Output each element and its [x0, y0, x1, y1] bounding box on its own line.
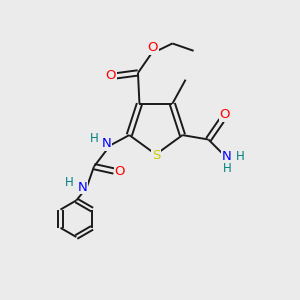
Text: H: H — [90, 132, 98, 146]
Text: H: H — [236, 150, 244, 163]
Text: H: H — [65, 176, 74, 189]
Text: N: N — [222, 150, 232, 163]
Text: O: O — [105, 69, 116, 82]
Text: H: H — [223, 162, 231, 175]
Text: N: N — [102, 137, 112, 150]
Text: O: O — [115, 165, 125, 178]
Text: N: N — [77, 181, 87, 194]
Text: O: O — [147, 41, 158, 54]
Text: O: O — [219, 108, 230, 121]
Text: S: S — [152, 149, 160, 162]
